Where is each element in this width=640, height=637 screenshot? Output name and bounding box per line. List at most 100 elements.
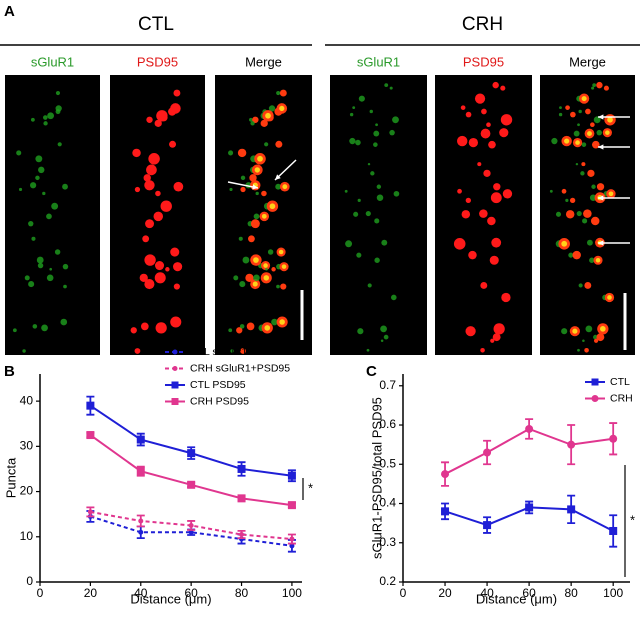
green-puncta	[383, 334, 389, 340]
green-puncta	[376, 194, 384, 201]
point	[237, 464, 246, 473]
colocalized-puncta	[575, 140, 580, 145]
red-puncta	[499, 128, 509, 138]
green-puncta	[228, 328, 233, 333]
point	[441, 470, 450, 479]
point	[87, 509, 93, 515]
green-puncta	[577, 123, 580, 127]
x-tick-label: 100	[603, 586, 623, 600]
red-puncta	[590, 122, 595, 128]
green-puncta	[367, 283, 372, 288]
y-tick-label: 0.4	[379, 496, 396, 510]
green-puncta	[264, 142, 269, 147]
colocalized-puncta	[264, 325, 271, 331]
red-puncta	[596, 183, 605, 191]
legend-label: CTL sGluR1+PSD95	[190, 346, 287, 358]
red-puncta	[140, 322, 149, 331]
x-tick-label: 20	[438, 586, 452, 600]
red-puncta	[250, 219, 260, 229]
red-puncta	[252, 116, 259, 123]
y-tick-label: 40	[20, 393, 34, 407]
legend-label: CTL PSD95	[190, 379, 246, 391]
x-tick-label: 40	[134, 586, 148, 600]
green-puncta	[381, 239, 388, 246]
red-puncta	[139, 273, 148, 282]
red-puncta	[155, 322, 167, 334]
arrow-head	[598, 114, 604, 120]
y-tick-label: 0	[26, 574, 33, 588]
red-puncta	[173, 262, 183, 272]
channel-label: Merge	[245, 54, 282, 69]
red-puncta	[465, 326, 476, 337]
red-puncta	[144, 180, 155, 191]
red-puncta	[142, 235, 150, 243]
red-puncta	[500, 114, 513, 126]
red-puncta	[146, 164, 157, 176]
colocalized-puncta	[269, 203, 276, 210]
point	[289, 543, 295, 549]
red-puncta	[271, 267, 276, 272]
red-puncta	[154, 272, 166, 284]
green-puncta	[268, 105, 276, 112]
green-puncta	[592, 83, 597, 88]
red-puncta	[460, 105, 466, 110]
panel-label: C	[366, 363, 377, 380]
point	[483, 448, 492, 457]
point	[609, 526, 618, 535]
green-puncta	[565, 198, 569, 202]
red-puncta	[132, 148, 141, 158]
green-puncta	[242, 256, 250, 264]
green-puncta	[239, 324, 245, 329]
channel-label: PSD95	[463, 54, 504, 69]
y-axis-title: Puncta	[3, 457, 18, 498]
green-puncta	[561, 328, 568, 335]
red-puncta	[501, 292, 511, 303]
x-tick-label: 100	[282, 586, 302, 600]
green-puncta	[374, 257, 380, 263]
green-puncta	[575, 162, 579, 166]
red-puncta	[493, 323, 505, 335]
red-puncta	[240, 348, 246, 354]
red-puncta	[570, 111, 576, 118]
y-axis-title: sGluR1-PSD95/total PSD95	[369, 397, 384, 559]
green-puncta	[376, 184, 382, 189]
green-puncta	[62, 263, 69, 270]
green-puncta	[57, 142, 62, 147]
legend-label: CTL	[610, 376, 630, 388]
red-puncta	[279, 89, 287, 97]
green-puncta	[589, 194, 597, 201]
green-puncta	[43, 121, 48, 126]
green-puncta	[578, 109, 582, 114]
red-puncta	[148, 153, 160, 165]
green-puncta	[233, 275, 239, 281]
green-puncta	[559, 106, 562, 110]
red-puncta	[130, 327, 137, 334]
green-puncta	[582, 218, 588, 224]
panel-label: B	[4, 363, 15, 380]
red-puncta	[249, 174, 257, 182]
legend-label: CRH	[610, 392, 633, 404]
green-puncta	[380, 339, 384, 342]
red-puncta	[260, 119, 268, 127]
arrow-head	[598, 144, 604, 150]
green-puncta	[18, 187, 23, 192]
green-puncta	[576, 211, 582, 217]
red-puncta	[236, 327, 243, 334]
green-puncta	[357, 328, 364, 335]
red-puncta	[261, 190, 267, 197]
x-tick-label: 80	[235, 586, 249, 600]
point	[138, 518, 144, 524]
green-puncta	[353, 211, 359, 217]
green-puncta	[558, 112, 563, 117]
point	[525, 424, 534, 433]
red-puncta	[480, 128, 491, 139]
green-puncta	[593, 334, 598, 340]
green-puncta	[365, 211, 371, 217]
point	[171, 381, 179, 389]
red-puncta	[591, 140, 600, 149]
green-puncta	[549, 189, 553, 193]
green-puncta	[345, 240, 353, 248]
red-puncta	[461, 210, 471, 219]
green-puncta	[267, 249, 274, 255]
red-puncta	[493, 183, 501, 191]
